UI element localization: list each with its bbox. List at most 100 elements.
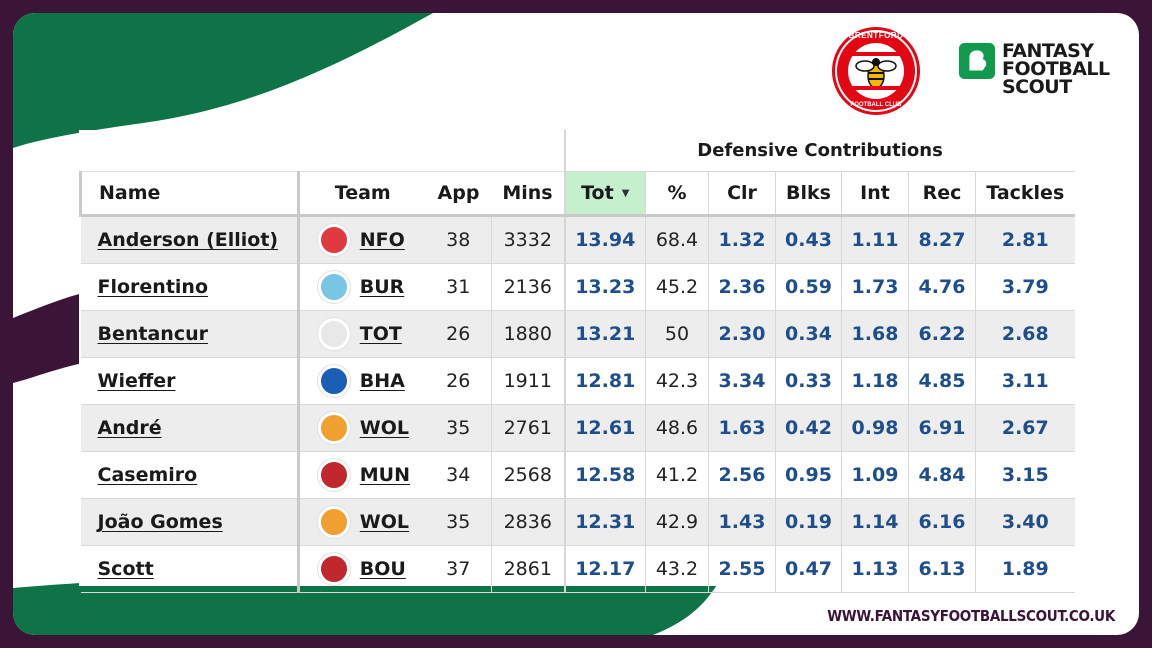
- team-code-link[interactable]: MUN: [359, 464, 410, 486]
- col-header-clr[interactable]: Clr: [708, 171, 776, 217]
- player-name-link[interactable]: Casemiro: [80, 451, 299, 499]
- team-badge-icon: [317, 365, 350, 397]
- tackles-cell: 2.68: [974, 310, 1075, 358]
- clr-cell: 2.36: [708, 263, 776, 311]
- app-cell: 26: [425, 310, 492, 358]
- mins-cell: 2761: [491, 404, 565, 452]
- blks-cell: 0.34: [775, 310, 842, 358]
- blks-cell: 0.43: [775, 215, 842, 264]
- blks-cell: 0.59: [775, 263, 842, 311]
- table-row: Wieffer BHA 26 1911 12.81 42.3 3.34 0.33 1.18 4.8…: [80, 357, 1075, 405]
- team-cell: WOL: [297, 404, 426, 452]
- blks-cell: 0.33: [775, 357, 842, 405]
- tot-cell: 13.94: [563, 215, 646, 264]
- tot-cell: 12.31: [563, 498, 646, 546]
- tot-cell: 13.23: [563, 263, 646, 311]
- team-code-link[interactable]: BUR: [359, 276, 405, 298]
- col-header-tot[interactable]: Tot ▼: [563, 171, 646, 217]
- tot-cell: 12.81: [563, 357, 646, 405]
- rec-cell: 6.13: [908, 545, 976, 593]
- pct-cell: 42.3: [645, 357, 709, 405]
- player-name-link[interactable]: Scott: [80, 545, 299, 593]
- player-name-link[interactable]: André: [80, 404, 299, 452]
- fantasy-football-scout-logo: FANTASY FOOTBALL SCOUT: [958, 40, 1128, 106]
- mins-cell: 2568: [491, 451, 565, 499]
- defensive-contributions-table: Defensive Contributions Name Team App Mi…: [79, 130, 1075, 593]
- team-cell: MUN: [297, 451, 426, 499]
- team-code-link[interactable]: WOL: [359, 417, 409, 439]
- col-header-tackles[interactable]: Tackles: [974, 171, 1075, 217]
- team-cell: BHA: [297, 357, 426, 405]
- tot-cell: 12.61: [563, 404, 646, 452]
- tackles-cell: 3.40: [974, 498, 1075, 546]
- clr-cell: 1.63: [708, 404, 776, 452]
- mins-cell: 3332: [491, 215, 565, 264]
- pct-cell: 48.6: [645, 404, 709, 452]
- int-cell: 1.14: [841, 498, 909, 546]
- team-code-link[interactable]: BHA: [359, 370, 405, 392]
- player-name-link[interactable]: Anderson (Elliot): [80, 215, 299, 264]
- col-header-rec[interactable]: Rec: [908, 171, 976, 217]
- col-header-team[interactable]: Team: [297, 171, 426, 217]
- team-code-link[interactable]: TOT: [359, 323, 402, 345]
- team-badge-icon: [317, 224, 350, 256]
- team-code-link[interactable]: BOU: [359, 558, 406, 580]
- mins-cell: 2861: [491, 545, 565, 593]
- int-cell: 0.98: [841, 404, 909, 452]
- table-row: Casemiro MUN 34 2568 12.58 41.2 2.56 0.95 1.09 4.…: [80, 451, 1075, 499]
- brentford-crest-bottom-text: FOOTBALL CLUB: [850, 102, 902, 108]
- blks-cell: 0.19: [775, 498, 842, 546]
- site-url: WWW.FANTASYFOOTBALLSCOUT.CO.UK: [827, 607, 1115, 625]
- player-name-link[interactable]: Bentancur: [80, 310, 299, 358]
- clr-cell: 3.34: [708, 357, 776, 405]
- col-header-int[interactable]: Int: [841, 171, 909, 217]
- team-badge-icon: [317, 318, 350, 350]
- int-cell: 1.09: [841, 451, 909, 499]
- team-cell: TOT: [297, 310, 426, 358]
- rec-cell: 4.85: [908, 357, 976, 405]
- rec-cell: 6.22: [908, 310, 976, 358]
- group-header-defensive-contributions: Defensive Contributions: [563, 130, 1075, 172]
- team-badge-icon: [317, 271, 350, 303]
- int-cell: 1.18: [841, 357, 909, 405]
- col-header-tot-label: Tot: [581, 182, 614, 204]
- tackles-cell: 3.15: [974, 451, 1075, 499]
- col-header-mins[interactable]: Mins: [491, 171, 565, 217]
- mins-cell: 2136: [491, 263, 565, 311]
- player-name-link[interactable]: Wieffer: [80, 357, 299, 405]
- col-header-name[interactable]: Name: [79, 171, 299, 217]
- blks-cell: 0.95: [775, 451, 842, 499]
- tot-cell: 13.21: [563, 310, 646, 358]
- tackles-cell: 2.81: [974, 215, 1075, 264]
- decorative-purple-wave-side: [13, 293, 83, 383]
- rec-cell: 4.84: [908, 451, 976, 499]
- player-name-link[interactable]: João Gomes: [80, 498, 299, 546]
- col-header-blks[interactable]: Blks: [775, 171, 842, 217]
- mins-cell: 1880: [491, 310, 565, 358]
- pct-cell: 45.2: [645, 263, 709, 311]
- clr-cell: 2.55: [708, 545, 776, 593]
- int-cell: 1.13: [841, 545, 909, 593]
- table-row: Anderson (Elliot) NFO 38 3332 13.94 68.4 1.32 0…: [80, 215, 1075, 264]
- tackles-cell: 3.11: [974, 357, 1075, 405]
- team-cell: WOL: [297, 498, 426, 546]
- app-cell: 37: [425, 545, 492, 593]
- tot-cell: 12.58: [563, 451, 646, 499]
- ffs-logo-line-2: FOOTBALL: [1002, 58, 1110, 80]
- ffs-logo-line-3: SCOUT: [1002, 76, 1072, 98]
- player-name-link[interactable]: Florentino: [80, 263, 299, 311]
- tot-cell: 12.17: [563, 545, 646, 593]
- col-header-pct[interactable]: %: [645, 171, 709, 217]
- pct-cell: 43.2: [645, 545, 709, 593]
- sort-desc-icon: ▼: [621, 188, 630, 199]
- table-row: João Gomes WOL 35 2836 12.31 42.9 1.43 0.19 1.14…: [80, 498, 1075, 546]
- team-code-link[interactable]: NFO: [359, 229, 405, 251]
- brentford-crest-top-text: BRENTFORD: [848, 31, 904, 40]
- int-cell: 1.11: [841, 215, 909, 264]
- clr-cell: 2.56: [708, 451, 776, 499]
- table-row: André WOL 35 2761 12.61 48.6 1.63 0.42 0.98 6.91 2…: [80, 404, 1075, 452]
- int-cell: 1.73: [841, 263, 909, 311]
- team-code-link[interactable]: WOL: [359, 511, 409, 533]
- blks-cell: 0.42: [775, 404, 842, 452]
- col-header-app[interactable]: App: [425, 171, 492, 217]
